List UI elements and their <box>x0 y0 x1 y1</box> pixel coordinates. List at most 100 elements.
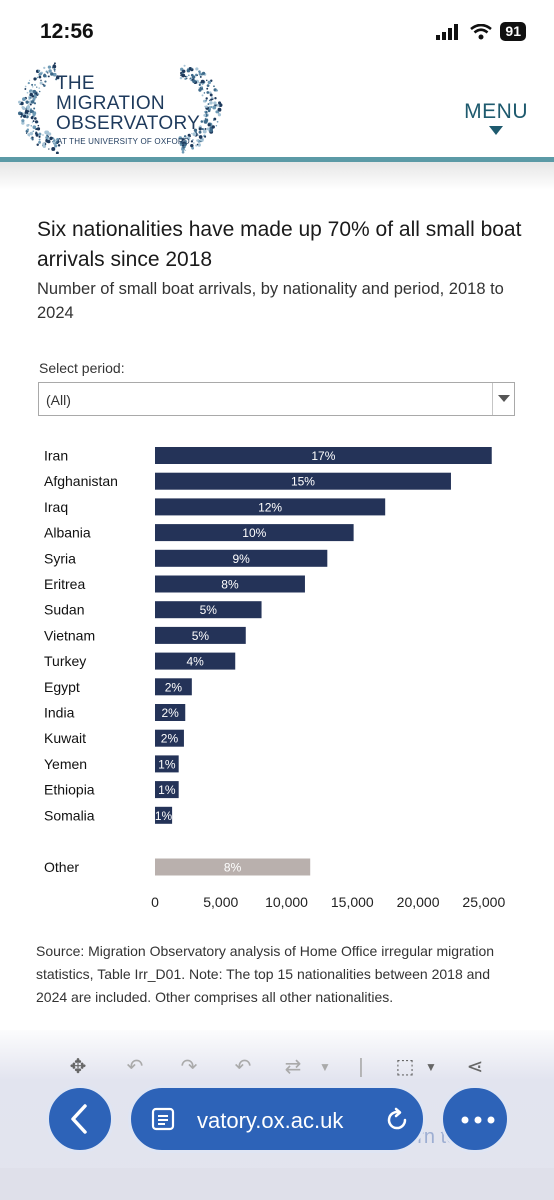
logo-dot <box>179 76 183 80</box>
bar-turkey[interactable] <box>155 652 236 670</box>
logo-dot <box>204 127 207 130</box>
logo-dot <box>46 134 49 137</box>
logo-dot <box>198 87 200 89</box>
logo-dot <box>36 86 38 88</box>
period-select[interactable]: (All) <box>38 382 515 416</box>
logo-dot <box>31 138 34 141</box>
browser-bottom-strip <box>0 1168 554 1200</box>
bar-yemen[interactable] <box>155 755 179 773</box>
logo-dot <box>27 107 30 111</box>
logo-dot <box>200 140 202 143</box>
logo-dot <box>33 77 37 81</box>
logo-dot <box>200 85 203 88</box>
data-label-vietnam: 5% <box>192 629 210 643</box>
bar-sudan[interactable] <box>155 601 262 619</box>
logo-dot <box>208 130 210 132</box>
logo-dot <box>190 73 194 77</box>
logo-dot <box>203 114 207 117</box>
logo-dot <box>19 103 21 106</box>
logo-dot <box>187 67 189 70</box>
logo-dot <box>200 74 203 76</box>
bar-other[interactable] <box>155 858 311 876</box>
site-logo[interactable]: THE MIGRATION OBSERVATORY <box>56 74 200 134</box>
logo-dot <box>53 68 56 71</box>
logo-dot <box>32 130 35 133</box>
bar-albania[interactable] <box>155 524 354 542</box>
revert-icon[interactable]: ↶ <box>234 1056 252 1078</box>
logo-dot <box>30 100 35 104</box>
reader-icon[interactable] <box>151 1107 177 1133</box>
back-button[interactable] <box>46 1085 114 1153</box>
logo-dot <box>31 83 34 86</box>
bar-india[interactable] <box>155 704 186 721</box>
logo-dot <box>215 125 218 127</box>
move-icon[interactable]: ✥ <box>69 1056 87 1078</box>
logo-dot <box>48 148 50 150</box>
bar-chart: Iran 17% Afghanistan 15% Iraq 12% Albania 10% Sy… <box>44 447 505 910</box>
reload-icon[interactable] <box>383 1106 411 1134</box>
logo-dot <box>215 110 219 114</box>
category-label-iraq: Iraq <box>44 499 68 515</box>
status-bar: 12:56 91 <box>0 0 554 60</box>
logo-dot <box>54 144 58 148</box>
logo-dot <box>202 129 207 134</box>
redo-icon[interactable]: ↷ <box>180 1056 198 1078</box>
logo-dot <box>42 74 47 78</box>
bar-eritrea[interactable] <box>155 575 305 593</box>
logo-dot <box>48 69 52 73</box>
logo-dot <box>30 116 34 120</box>
logo-dot <box>182 141 184 143</box>
logo-dot <box>198 83 201 86</box>
logo-dot <box>56 138 60 142</box>
bar-syria[interactable] <box>155 549 328 567</box>
logo-dot <box>31 95 35 98</box>
logo-dot <box>37 93 40 96</box>
data-label-eritrea: 8% <box>221 578 239 592</box>
logo-dot <box>36 127 41 131</box>
logo-dot <box>33 107 36 110</box>
logo-dot <box>204 110 206 113</box>
data-label-turkey: 4% <box>186 655 204 669</box>
data-label-iran: 17% <box>311 449 335 463</box>
dropdown-arrow-icon[interactable] <box>492 383 514 415</box>
bar-afghanistan[interactable] <box>155 472 451 490</box>
logo-dot <box>31 86 34 88</box>
logo-dot <box>26 91 29 94</box>
bar-egypt[interactable] <box>155 678 192 696</box>
undo-icon[interactable]: ↶ <box>126 1056 144 1078</box>
bar-ethiopia[interactable] <box>155 781 179 799</box>
logo-dot <box>39 81 43 85</box>
data-label-yemen: 1% <box>158 757 176 771</box>
download-icon[interactable]: ⬚ <box>395 1056 415 1078</box>
logo-dot <box>190 143 194 148</box>
period-select-value: (All) <box>46 392 71 408</box>
battery-indicator: 91 <box>500 22 526 41</box>
menu-button[interactable]: MENU <box>464 100 528 135</box>
status-icons: 91 <box>436 22 526 41</box>
logo-dot <box>36 143 39 146</box>
bar-vietnam[interactable] <box>155 626 246 644</box>
logo-dot <box>55 151 59 154</box>
bar-kuwait[interactable] <box>155 729 184 747</box>
logo-dot <box>207 123 211 127</box>
logo-dot <box>34 83 36 86</box>
refresh-icon[interactable]: ⇄ <box>284 1056 302 1078</box>
address-bar[interactable]: vatory.ox.ac.uk <box>128 1085 426 1153</box>
logo-dot <box>207 109 211 113</box>
url-text: vatory.ox.ac.uk <box>197 1108 344 1133</box>
logo-dot <box>206 87 209 90</box>
bar-iran[interactable] <box>155 447 492 464</box>
logo-dot <box>52 137 55 140</box>
logo-dot <box>197 143 201 147</box>
download-dropdown-icon[interactable]: ▼ <box>425 1060 437 1074</box>
logo-dot <box>198 70 200 72</box>
x-tick-label: 5,000 <box>203 894 238 910</box>
logo-dot <box>189 135 191 137</box>
bar-somalia[interactable] <box>155 806 173 824</box>
more-options-button[interactable] <box>440 1085 510 1153</box>
dropdown-small-icon[interactable]: ▼ <box>319 1060 331 1074</box>
category-label-turkey: Turkey <box>44 653 86 669</box>
bar-iraq[interactable] <box>155 498 386 516</box>
share-icon[interactable]: ⋖ <box>466 1056 484 1078</box>
data-label-kuwait: 2% <box>161 732 179 746</box>
